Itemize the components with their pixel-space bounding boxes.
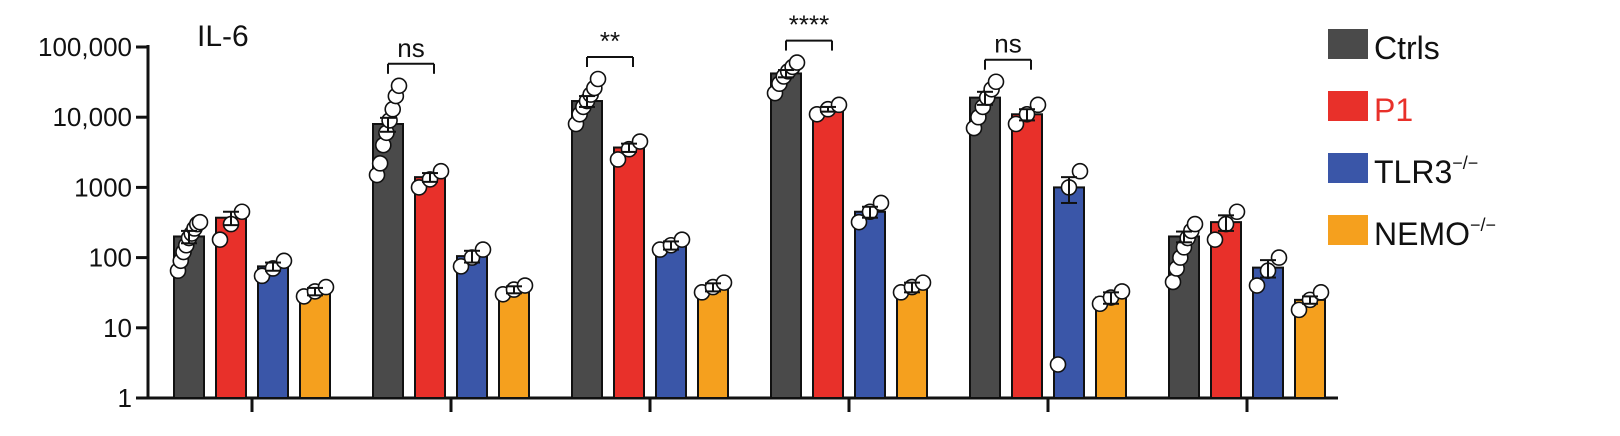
significance-label: ns [397,33,424,63]
data-point [788,54,806,71]
data-point [1186,215,1204,233]
significance-label: **** [789,10,829,40]
data-point [1270,249,1288,266]
bar [770,72,802,399]
data-point [390,77,408,95]
data-point [191,213,209,231]
error-bars [181,69,1318,305]
bar [1053,186,1085,399]
bar [1210,221,1242,399]
y-tick-label: 10,000 [52,102,132,132]
data-point [1248,277,1266,294]
bar [969,96,1001,399]
data-point [432,162,450,180]
significance-label: ns [994,29,1021,59]
bar [1095,296,1127,399]
bar [498,288,530,399]
significance-annotations: ns ******ns [387,10,1032,74]
chart-title: IL-6 [197,20,249,53]
bar [414,176,446,399]
significance-label: ** [600,26,620,56]
axes: 1 10 100 1000 10,000 100,000 [38,32,1338,413]
data-point [474,241,492,258]
data-point [589,70,607,88]
data-point [1228,203,1246,221]
bar [1011,113,1043,400]
bar [896,286,928,399]
legend-label: P1 [1374,92,1413,128]
y-tick-label: 100,000 [38,32,132,62]
data-point [211,231,229,248]
data-point [872,194,890,212]
data-point [631,133,649,150]
data-point [830,96,848,114]
data-point [609,151,627,168]
bar [299,290,331,400]
y-tick-label: 10 [103,313,132,343]
y-tick-label: 100 [89,243,132,273]
data-point [371,155,389,172]
data-point [275,252,293,270]
legend-label: NEMO−/− [1374,215,1496,252]
data-point [1164,273,1182,291]
legend-swatch [1328,153,1368,183]
legend-label: Ctrls [1374,30,1440,66]
data-points [169,54,1330,373]
data-point [1290,301,1308,319]
data-point [1071,162,1089,180]
legend-swatch [1328,91,1368,121]
bar [655,244,687,399]
bars [173,72,1326,400]
data-point [673,231,691,248]
bar [456,255,488,399]
legend-swatch [1328,215,1368,245]
bar [854,210,886,399]
legend-superscript: −/− [1470,215,1496,235]
legend-label: TLR3−/− [1374,153,1478,190]
y-tick-label: 1 [118,383,132,413]
data-point [1312,284,1330,301]
bar [613,146,645,399]
legend-superscript: −/− [1452,153,1478,173]
bar [571,100,603,399]
data-point [1206,231,1224,248]
bar [257,265,289,399]
y-tick-label: 1000 [74,172,132,202]
bar [697,286,729,399]
data-point [987,73,1005,91]
data-point [1049,356,1067,373]
legend-swatch [1328,29,1368,59]
legend: Ctrls P1 TLR3−/− NEMO−/− [1328,29,1496,252]
bar [812,108,844,400]
data-point [410,179,428,196]
